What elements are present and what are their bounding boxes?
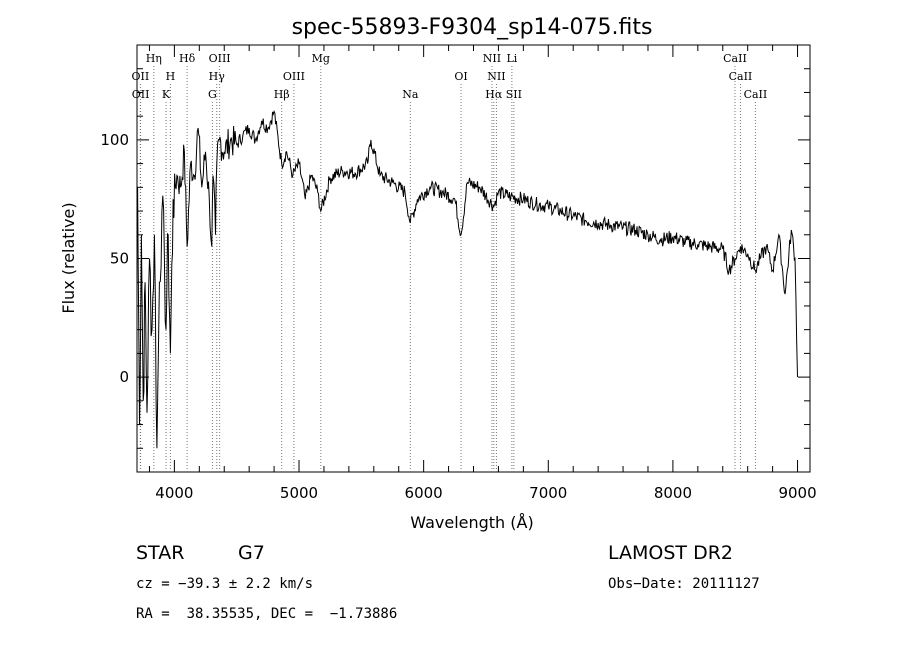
x-tick-label: 5000 [280, 484, 318, 502]
redshift-value: cz = −39.3 ± 2.2 km/s [136, 576, 314, 592]
x-tick-label: 9000 [778, 484, 816, 502]
spectral-line-label: OIII [209, 52, 231, 65]
chart-title: spec-55893-F9304_sp14-075.fits [292, 15, 653, 40]
observation-date: Obs−Date: 20111127 [608, 576, 760, 592]
x-tick-label: 8000 [654, 484, 692, 502]
spectrum-line [137, 109, 798, 449]
spectral-line-label: CaII [723, 52, 747, 65]
x-tick-label: 6000 [405, 484, 443, 502]
y-tick-label: 50 [110, 250, 129, 268]
x-tick-label: 7000 [529, 484, 567, 502]
spectral-line-label: Hδ [179, 52, 196, 65]
x-tick-label: 4000 [155, 484, 193, 502]
y-tick-label: 0 [119, 368, 129, 386]
spectral-line-label: OII [132, 70, 150, 83]
spectral-line-label: SII [506, 88, 522, 101]
object-class: STAR [136, 542, 185, 564]
spectral-line-label: Li [506, 52, 517, 65]
y-tick-label: 100 [100, 131, 129, 149]
spectral-line-label: Na [402, 88, 419, 101]
spectral-line-label: Mg [312, 52, 330, 65]
x-axis-label: Wavelength (Å) [410, 513, 533, 532]
spectral-line-label: CaII [744, 88, 768, 101]
spectral-line-label: H [166, 70, 176, 83]
spectrum-series [137, 109, 798, 449]
spectral-line-label: OII [132, 88, 150, 101]
spectral-line-label: Hγ [209, 70, 226, 83]
axis-ticks: 4000 5000 6000 7000 8000 9000 0 50 100 [100, 45, 817, 502]
spectral-line-label: K [162, 88, 171, 101]
spectral-line-label: Hα [485, 88, 503, 101]
y-axis-label: Flux (relative) [59, 202, 78, 313]
plot-frame [136, 44, 811, 473]
spectral-line-label: G [208, 88, 217, 101]
spectral-line-label: Hβ [274, 88, 290, 101]
spectral-line-label: OI [454, 70, 467, 83]
spectral-line-label: OIII [283, 70, 305, 83]
survey-name: LAMOST DR2 [608, 542, 733, 564]
spectral-line-label: Hη [146, 52, 162, 65]
spectral-line-label: NII [487, 70, 505, 83]
coordinates: RA = 38.35535, DEC = −1.73886 [136, 606, 398, 622]
object-subclass: G7 [238, 542, 265, 564]
spectral-line-label: CaII [729, 70, 753, 83]
spectral-line-label: NII [483, 52, 501, 65]
